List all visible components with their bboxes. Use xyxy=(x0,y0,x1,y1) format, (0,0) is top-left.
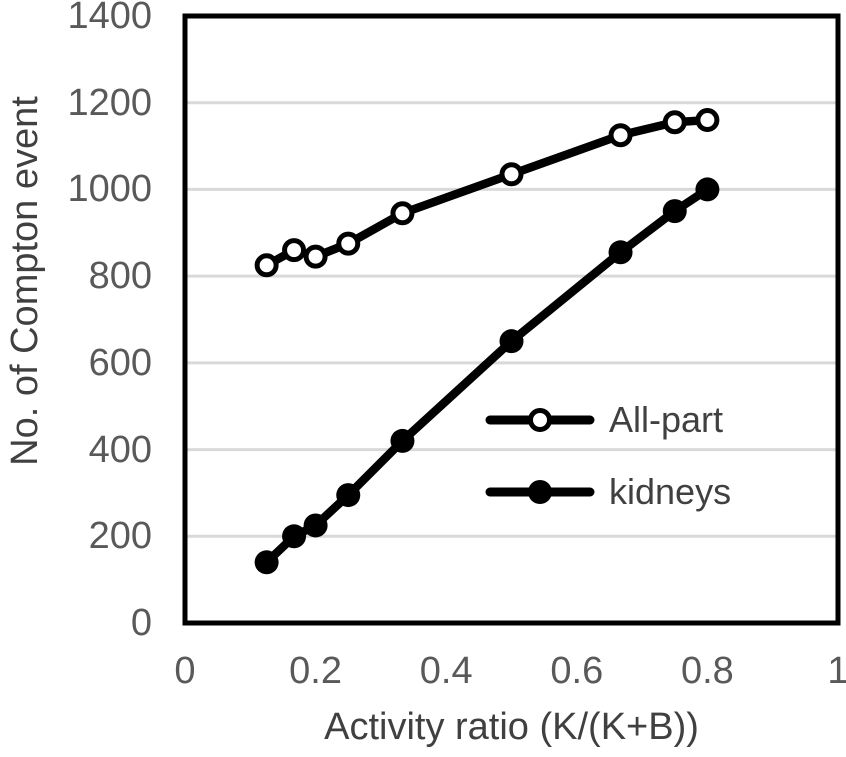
x-tick-label: 0 xyxy=(174,650,196,692)
open-circle-marker xyxy=(390,201,415,226)
plot-border xyxy=(182,13,841,626)
filled-circle-marker xyxy=(282,524,307,549)
filled-circle-marker xyxy=(662,199,687,224)
open-circle-marker xyxy=(608,123,633,148)
legend: All-part kidneys xyxy=(484,399,731,513)
y-tick-label: 1400 xyxy=(67,0,152,37)
filled-circle-marker xyxy=(499,329,524,354)
filled-circle-marker xyxy=(254,550,279,575)
x-tick-label: 0.6 xyxy=(550,650,604,692)
x-tick-label: 0.2 xyxy=(289,650,342,692)
x-axis-title: Activity ratio (K/(K+B)) xyxy=(324,706,699,748)
open-circle-marker xyxy=(254,253,279,278)
open-circle-line-icon xyxy=(485,408,595,432)
open-circle-marker xyxy=(662,110,687,135)
y-tick-label: 1000 xyxy=(67,168,152,211)
y-tick-label: 600 xyxy=(88,341,152,384)
open-circle-marker xyxy=(499,162,524,187)
y-tick-label: 400 xyxy=(88,428,152,471)
filled-circle-line-icon xyxy=(485,480,595,504)
legend-item-kidneys: kidneys xyxy=(484,471,731,513)
filled-circle-marker xyxy=(336,483,361,508)
open-circle-marker xyxy=(303,244,328,269)
legend-item-all-part: All-part xyxy=(484,399,731,441)
open-circle-marker xyxy=(282,238,307,263)
filled-circle-marker xyxy=(390,428,415,453)
filled-circle-marker xyxy=(695,177,720,202)
filled-circle-marker xyxy=(608,240,633,265)
y-tick-label: 800 xyxy=(88,255,152,298)
open-circle-marker xyxy=(695,108,720,133)
legend-label-all-part: All-part xyxy=(609,399,724,440)
filled-circle-marker xyxy=(303,513,328,538)
y-tick-label: 200 xyxy=(88,515,152,558)
x-tick-label: 0.8 xyxy=(680,650,734,692)
x-tick-label: 1 xyxy=(827,650,846,692)
y-tick-label: 0 xyxy=(130,602,152,644)
legend-label-kidneys: kidneys xyxy=(609,471,732,512)
series-line-all-part xyxy=(262,115,712,270)
open-circle-marker xyxy=(336,231,361,256)
x-tick-label: 0.4 xyxy=(419,650,473,692)
y-tick-label: 1200 xyxy=(67,81,152,124)
